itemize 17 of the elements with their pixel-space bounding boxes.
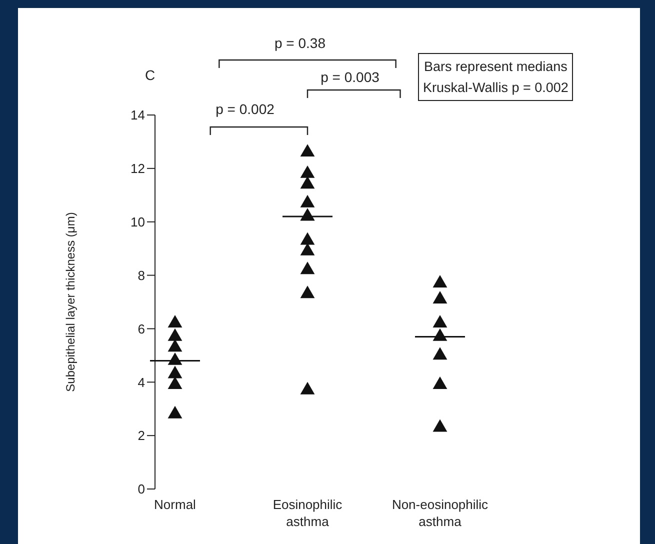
y-tick-label: 14: [130, 108, 145, 123]
y-tick-label: 0: [138, 482, 145, 497]
y-tick-label: 10: [130, 214, 145, 230]
x-tick-label: Eosinophilic asthma: [272, 497, 343, 529]
y-tick-label: 2: [138, 428, 145, 444]
y-tick-label: 6: [138, 321, 145, 336]
annotation: p = 0.002: [216, 101, 275, 117]
text: C: [144, 67, 156, 83]
x-tick-label: Non-eosinophilic asthma: [392, 497, 489, 529]
text: p = 0.38: [274, 35, 326, 51]
y-tick-label: 12: [130, 161, 145, 176]
y-tick-label: 4: [138, 374, 145, 390]
y-tick-label: 8: [138, 268, 145, 283]
x-tick-label: Normal: [154, 497, 196, 512]
note-box: Bars represent medians Kruskal-Wallis p = 0.002: [418, 53, 574, 101]
y-axis-title: Subepithelial layer thickness (μm): [63, 212, 78, 392]
text: p = 0.003: [320, 69, 380, 85]
